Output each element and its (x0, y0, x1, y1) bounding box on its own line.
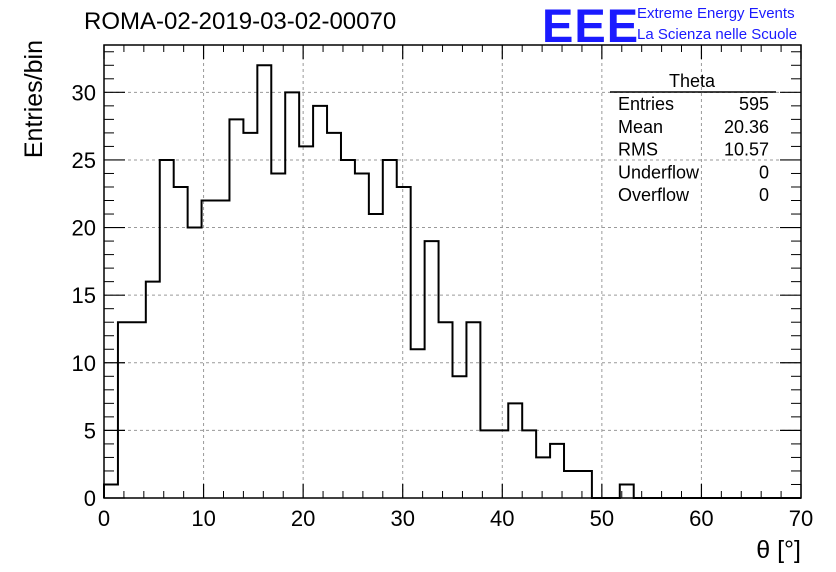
stats-row-value: 0 (759, 185, 769, 205)
stats-box-title: Theta (669, 71, 716, 91)
run-title: ROMA-02-2019-03-02-00070 (84, 8, 397, 35)
x-tick-label: 0 (98, 506, 110, 531)
y-tick-label: 10 (72, 351, 96, 376)
x-tick-label: 50 (590, 506, 614, 531)
y-tick-label: 25 (72, 148, 96, 173)
logo-tagline-1: Extreme Energy Events (637, 5, 795, 22)
stats-row-value: 0 (759, 162, 769, 182)
stats-row-value: 595 (739, 94, 769, 114)
y-tick-label: 0 (84, 486, 96, 511)
stats-row-label: RMS (618, 140, 658, 160)
y-tick-label: 5 (84, 418, 96, 443)
stats-row-label: Overflow (618, 185, 690, 205)
x-tick-label: 40 (490, 506, 514, 531)
tick-labels: 0 10 20 30 40 50 60 70 0 5 10 15 20 25 30 (72, 80, 814, 531)
y-tick-label: 30 (72, 80, 96, 105)
stats-box-rows: Entries 595 Mean 20.36 RMS 10.57 Underflow 0 Ove… (618, 94, 769, 205)
stats-row-value: 10.57 (724, 140, 769, 160)
stats-box: Theta Entries 595 Mean 20.36 RMS 10.57 Underfl… (610, 71, 776, 205)
eee-logo-mark: EEE (542, 0, 640, 52)
logo-tagline-2: La Scienza nelle Scuole (637, 26, 798, 43)
plot-frame (103, 44, 802, 499)
y-tick-label: 20 (72, 216, 96, 241)
grid-lines (104, 45, 801, 498)
x-tick-label: 30 (390, 506, 414, 531)
histogram-step-line (103, 64, 801, 499)
x-tick-label: 60 (689, 506, 713, 531)
stats-row-label: Entries (618, 94, 674, 114)
x-tick-label: 20 (291, 506, 315, 531)
axis-ticks (103, 45, 802, 499)
x-tick-label: 70 (789, 506, 813, 531)
y-tick-label: 15 (72, 283, 96, 308)
stats-row-label: Underflow (618, 162, 700, 182)
stats-row-value: 20.36 (724, 117, 769, 137)
stats-row-label: Mean (618, 117, 663, 137)
x-axis-label: θ [°] (756, 536, 801, 564)
x-tick-label: 10 (191, 506, 215, 531)
y-axis-label: Entries/bin (20, 40, 48, 158)
